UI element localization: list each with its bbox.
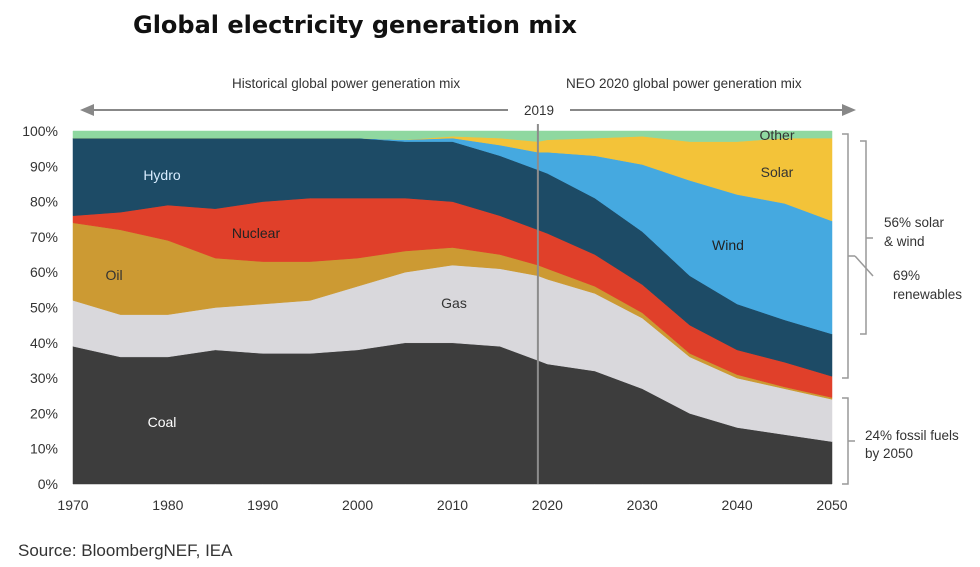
y-tick-label: 90% <box>30 158 58 174</box>
solar-wind-note-line2: & wind <box>884 234 925 249</box>
series-label-oil: Oil <box>105 267 122 283</box>
renewables-note-line1: 69% <box>893 268 920 283</box>
renewables-note-line2: renewables <box>893 287 962 302</box>
forecast-label: NEO 2020 global power generation mix <box>566 76 802 91</box>
y-tick-label: 80% <box>30 194 58 210</box>
x-tick-label: 2040 <box>722 497 753 513</box>
fossil-note-line2: by 2050 <box>865 446 913 461</box>
y-tick-label: 70% <box>30 229 58 245</box>
y-tick-label: 0% <box>38 476 58 492</box>
area-layers <box>72 130 833 485</box>
y-tick-label: 100% <box>22 123 58 139</box>
y-tick-label: 50% <box>30 300 58 316</box>
x-tick-label: 1990 <box>247 497 278 513</box>
renewables-leader-line <box>854 255 874 277</box>
series-label-other: Other <box>759 127 794 143</box>
x-tick-label: 2030 <box>627 497 658 513</box>
x-tick-label: 2050 <box>816 497 847 513</box>
divider-year-label: 2019 <box>524 103 554 118</box>
y-tick-label: 10% <box>30 441 58 457</box>
left-arrow-icon <box>80 104 94 116</box>
series-label-nuclear: Nuclear <box>232 225 281 241</box>
series-label-coal: Coal <box>148 414 177 430</box>
x-tick-label: 2020 <box>532 497 563 513</box>
y-tick-label: 20% <box>30 405 58 421</box>
solar-wind-bracket <box>860 140 873 335</box>
fossil-bracket <box>842 397 855 485</box>
x-tick-label: 1970 <box>57 497 88 513</box>
fossil-note-line1: 24% fossil fuels <box>865 428 959 443</box>
historical-label: Historical global power generation mix <box>232 76 460 91</box>
y-tick-label: 60% <box>30 264 58 280</box>
x-tick-label: 2000 <box>342 497 373 513</box>
source-note: Source: BloombergNEF, IEA <box>18 541 233 560</box>
y-tick-label: 40% <box>30 335 58 351</box>
x-tick-label: 1980 <box>152 497 183 513</box>
x-axis: 1970 1980 1990 2000 2010 2020 2030 2040 2050 <box>57 497 847 513</box>
right-arrow-icon <box>842 104 856 116</box>
series-label-gas: Gas <box>441 295 467 311</box>
renewables-bracket <box>842 133 855 379</box>
series-label-hydro: Hydro <box>143 167 181 183</box>
solar-wind-note-line1: 56% solar <box>884 215 945 230</box>
series-label-wind: Wind <box>712 237 744 253</box>
series-label-solar: Solar <box>761 164 794 180</box>
y-axis: 0% 10% 20% 30% 40% 50% 60% 70% 80% 90% 100% <box>22 123 58 492</box>
x-tick-label: 2010 <box>437 497 468 513</box>
chart-title: Global electricity generation mix <box>133 11 578 39</box>
area-other <box>72 130 833 142</box>
y-tick-label: 30% <box>30 370 58 386</box>
